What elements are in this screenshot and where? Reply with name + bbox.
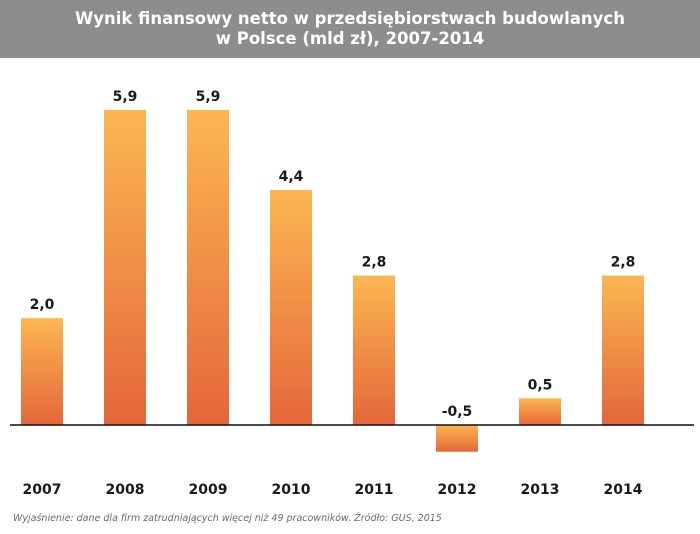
value-label-2008: 5,9 [113,89,138,105]
value-label-2007: 2,0 [30,297,55,313]
bar-2007 [21,318,63,425]
value-label-2011: 2,8 [362,255,387,271]
x-tick-label-2009: 2009 [189,482,228,498]
bar-2010 [270,190,312,425]
value-labels-layer: 2,0 5,9 5,9 4,4 2,8 -0,5 0,5 2,8 [30,89,636,420]
x-tick-label-2013: 2013 [521,482,560,498]
chart-subtitle: w Polsce (mld zł), 2007-2014 [215,29,485,48]
value-label-2009: 5,9 [196,89,221,105]
value-label-2014: 2,8 [611,255,636,271]
bars-layer [21,109,644,452]
x-tick-label-2008: 2008 [106,482,145,498]
value-label-2010: 4,4 [279,169,304,185]
value-label-2013: 0,5 [528,377,553,393]
x-tick-label-2007: 2007 [23,482,62,498]
value-label-2012: -0,5 [442,404,473,420]
bar-2011 [353,275,395,425]
x-tick-label-2012: 2012 [438,482,477,498]
x-tick-label-2014: 2014 [604,482,643,498]
bar-2014 [602,275,644,425]
bar-2008 [104,109,146,426]
bar-2012 [436,425,478,452]
x-tick-labels-layer: 2007 2008 2009 2010 2011 2012 2013 2014 [23,482,643,498]
bar-2009 [187,109,229,426]
x-tick-label-2010: 2010 [272,482,311,498]
bar-2013 [519,398,561,425]
x-tick-label-2011: 2011 [355,482,394,498]
chart-header: Wynik finansowy netto w przedsiębiorstwa… [0,0,700,58]
chart-footnote: Wyjaśnienie: dane dla firm zatrudniający… [13,513,442,524]
chart-title: Wynik finansowy netto w przedsiębiorstwa… [75,9,625,28]
